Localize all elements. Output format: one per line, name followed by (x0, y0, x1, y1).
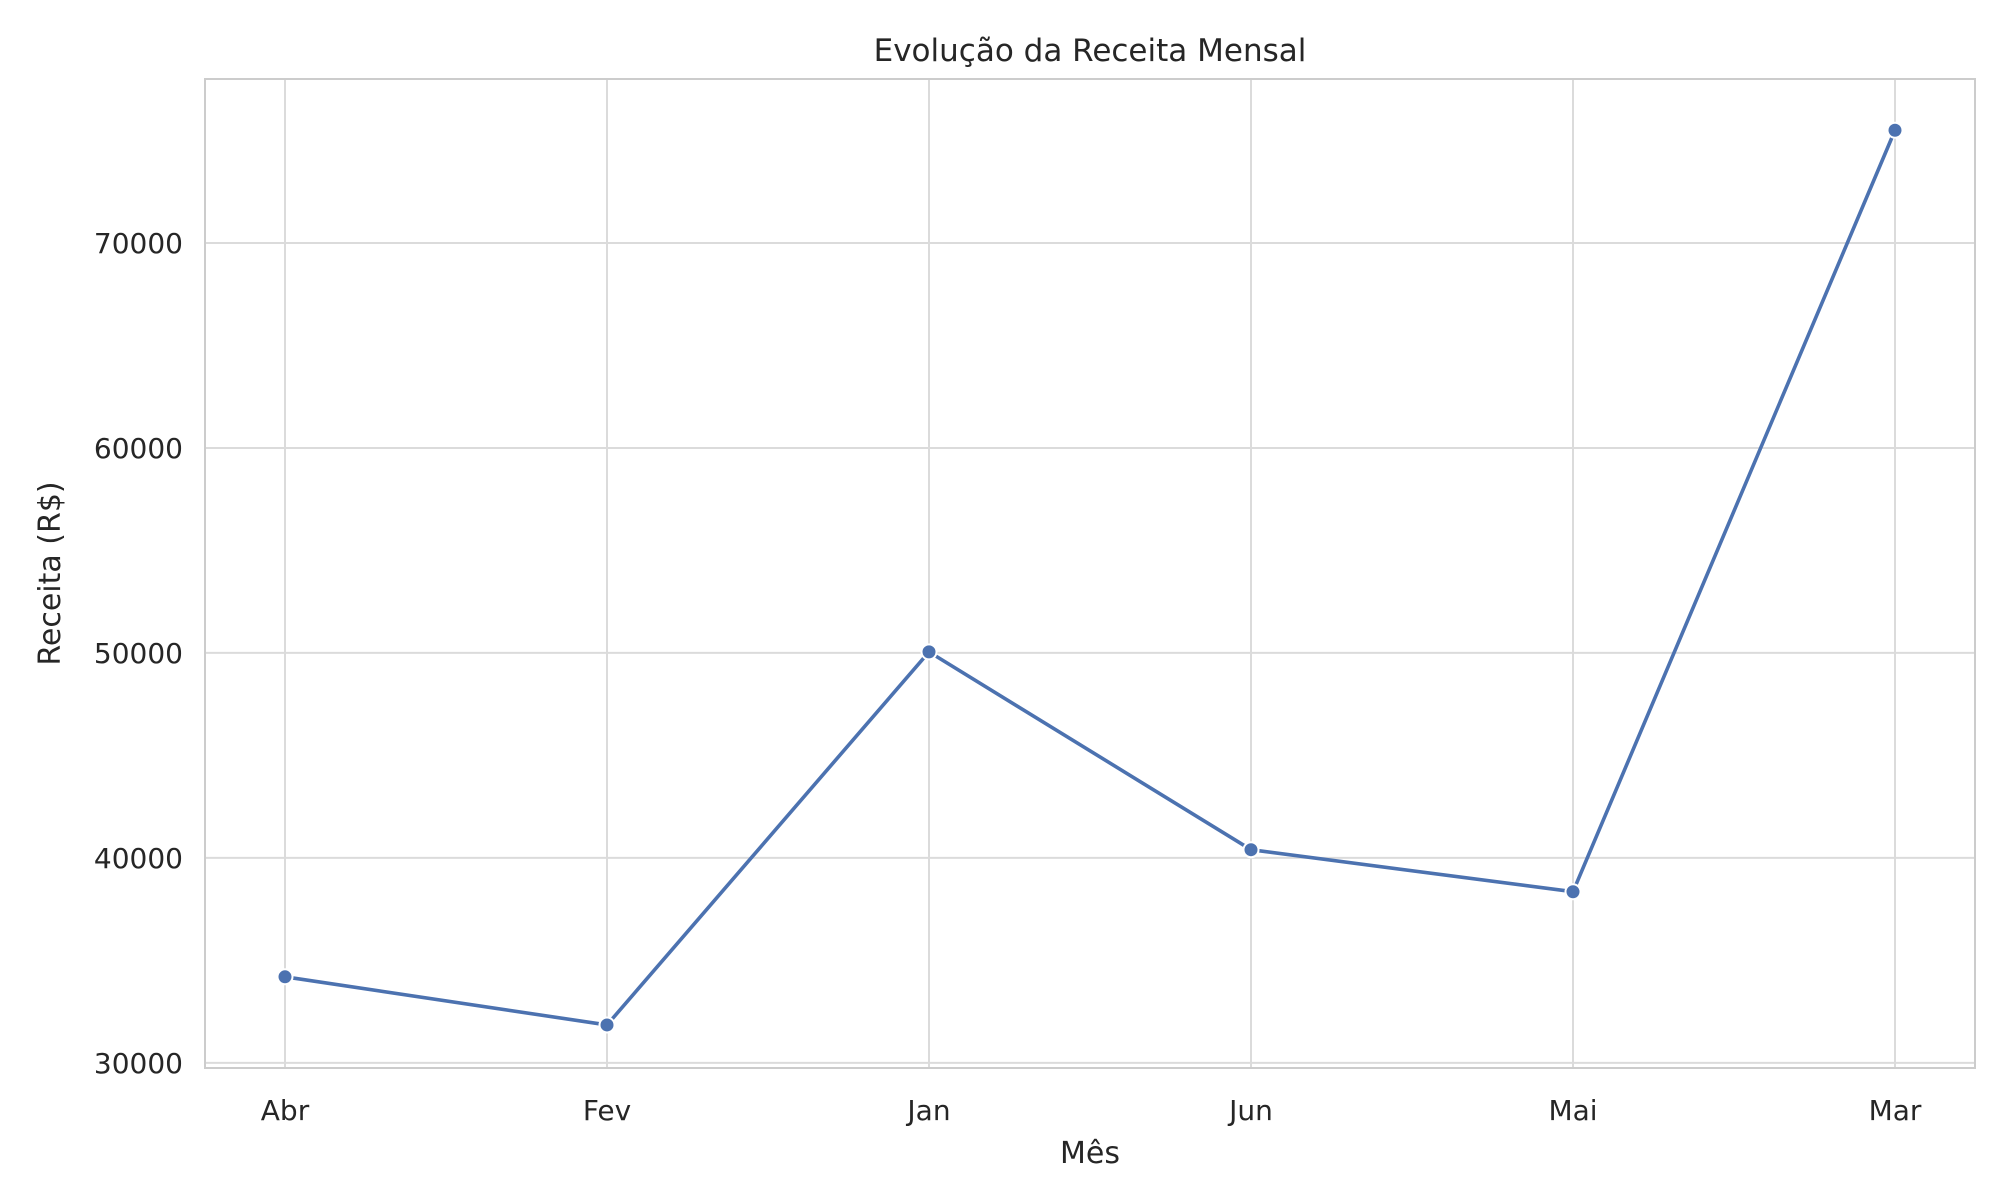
data-point (598, 1016, 616, 1034)
x-tick-label: Mai (1548, 1094, 1597, 1127)
series-line (284, 129, 1897, 1027)
y-axis-label: Receita (R$) (33, 481, 68, 665)
tick-layer: Abr Fev Jan Jun Mai Mar 30000 40000 50000 60000 70… (94, 227, 1922, 1127)
chart-title: Evolução da Receita Mensal (874, 33, 1307, 69)
plot-frame (204, 78, 1976, 1069)
x-tick-label: Abr (261, 1094, 310, 1127)
y-tick-label: 30000 (94, 1047, 183, 1080)
data-point (920, 643, 938, 661)
x-tick-label: Fev (583, 1094, 631, 1127)
grid-layer (205, 79, 1975, 1068)
y-tick-label: 70000 (94, 227, 183, 260)
data-point (1564, 883, 1582, 901)
y-tick-label: 60000 (94, 432, 183, 465)
data-point (1886, 121, 1904, 139)
x-tick-label: Jan (905, 1094, 950, 1127)
data-point (276, 968, 294, 986)
x-tick-label: Jun (1227, 1094, 1273, 1127)
y-tick-label: 50000 (94, 637, 183, 670)
data-point (1242, 841, 1260, 859)
series-layer (276, 121, 1904, 1034)
y-tick-label: 40000 (94, 842, 183, 875)
x-tick-label: Mar (1869, 1094, 1922, 1127)
x-axis-label: Mês (1060, 1136, 1120, 1171)
